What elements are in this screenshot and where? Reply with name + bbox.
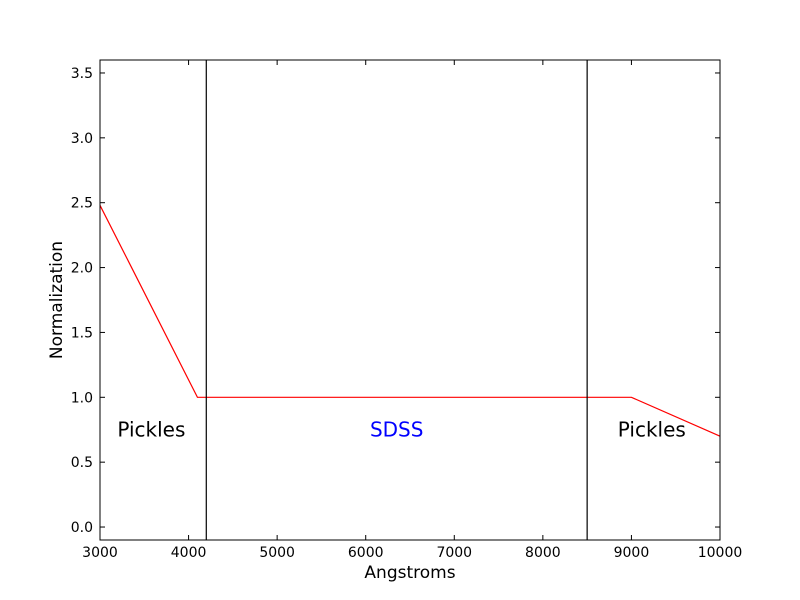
- x-tick-label: 8000: [525, 545, 561, 561]
- y-axis-label: Normalization: [47, 241, 67, 359]
- x-tick-label: 7000: [436, 545, 472, 561]
- x-axis-label: Angstroms: [364, 563, 455, 583]
- y-tick-label: 0.5: [71, 455, 93, 471]
- normalization-series-line: [99, 205, 721, 437]
- plot-frame: [99, 59, 721, 541]
- y-tick-label: 2.0: [71, 261, 93, 277]
- region-annotation-sdss: SDSS: [370, 418, 424, 442]
- x-tick-label: 10000: [698, 545, 743, 561]
- y-tick-label: 0.0: [71, 520, 93, 536]
- y-tick-label: 1.5: [71, 325, 93, 341]
- region-annotation-pickles: Pickles: [618, 418, 686, 442]
- x-tick-label: 5000: [259, 545, 295, 561]
- y-tick-label: 3.0: [71, 131, 93, 147]
- x-tick-label: 4000: [171, 545, 207, 561]
- x-tick-label: 6000: [348, 545, 384, 561]
- x-tick-label: 3000: [82, 545, 118, 561]
- y-tick-label: 2.5: [71, 196, 93, 212]
- y-tick-label: 1.0: [71, 390, 93, 406]
- x-tick-label: 9000: [614, 545, 650, 561]
- region-annotation-pickles: Pickles: [117, 418, 185, 442]
- y-tick-label: 3.5: [71, 66, 93, 82]
